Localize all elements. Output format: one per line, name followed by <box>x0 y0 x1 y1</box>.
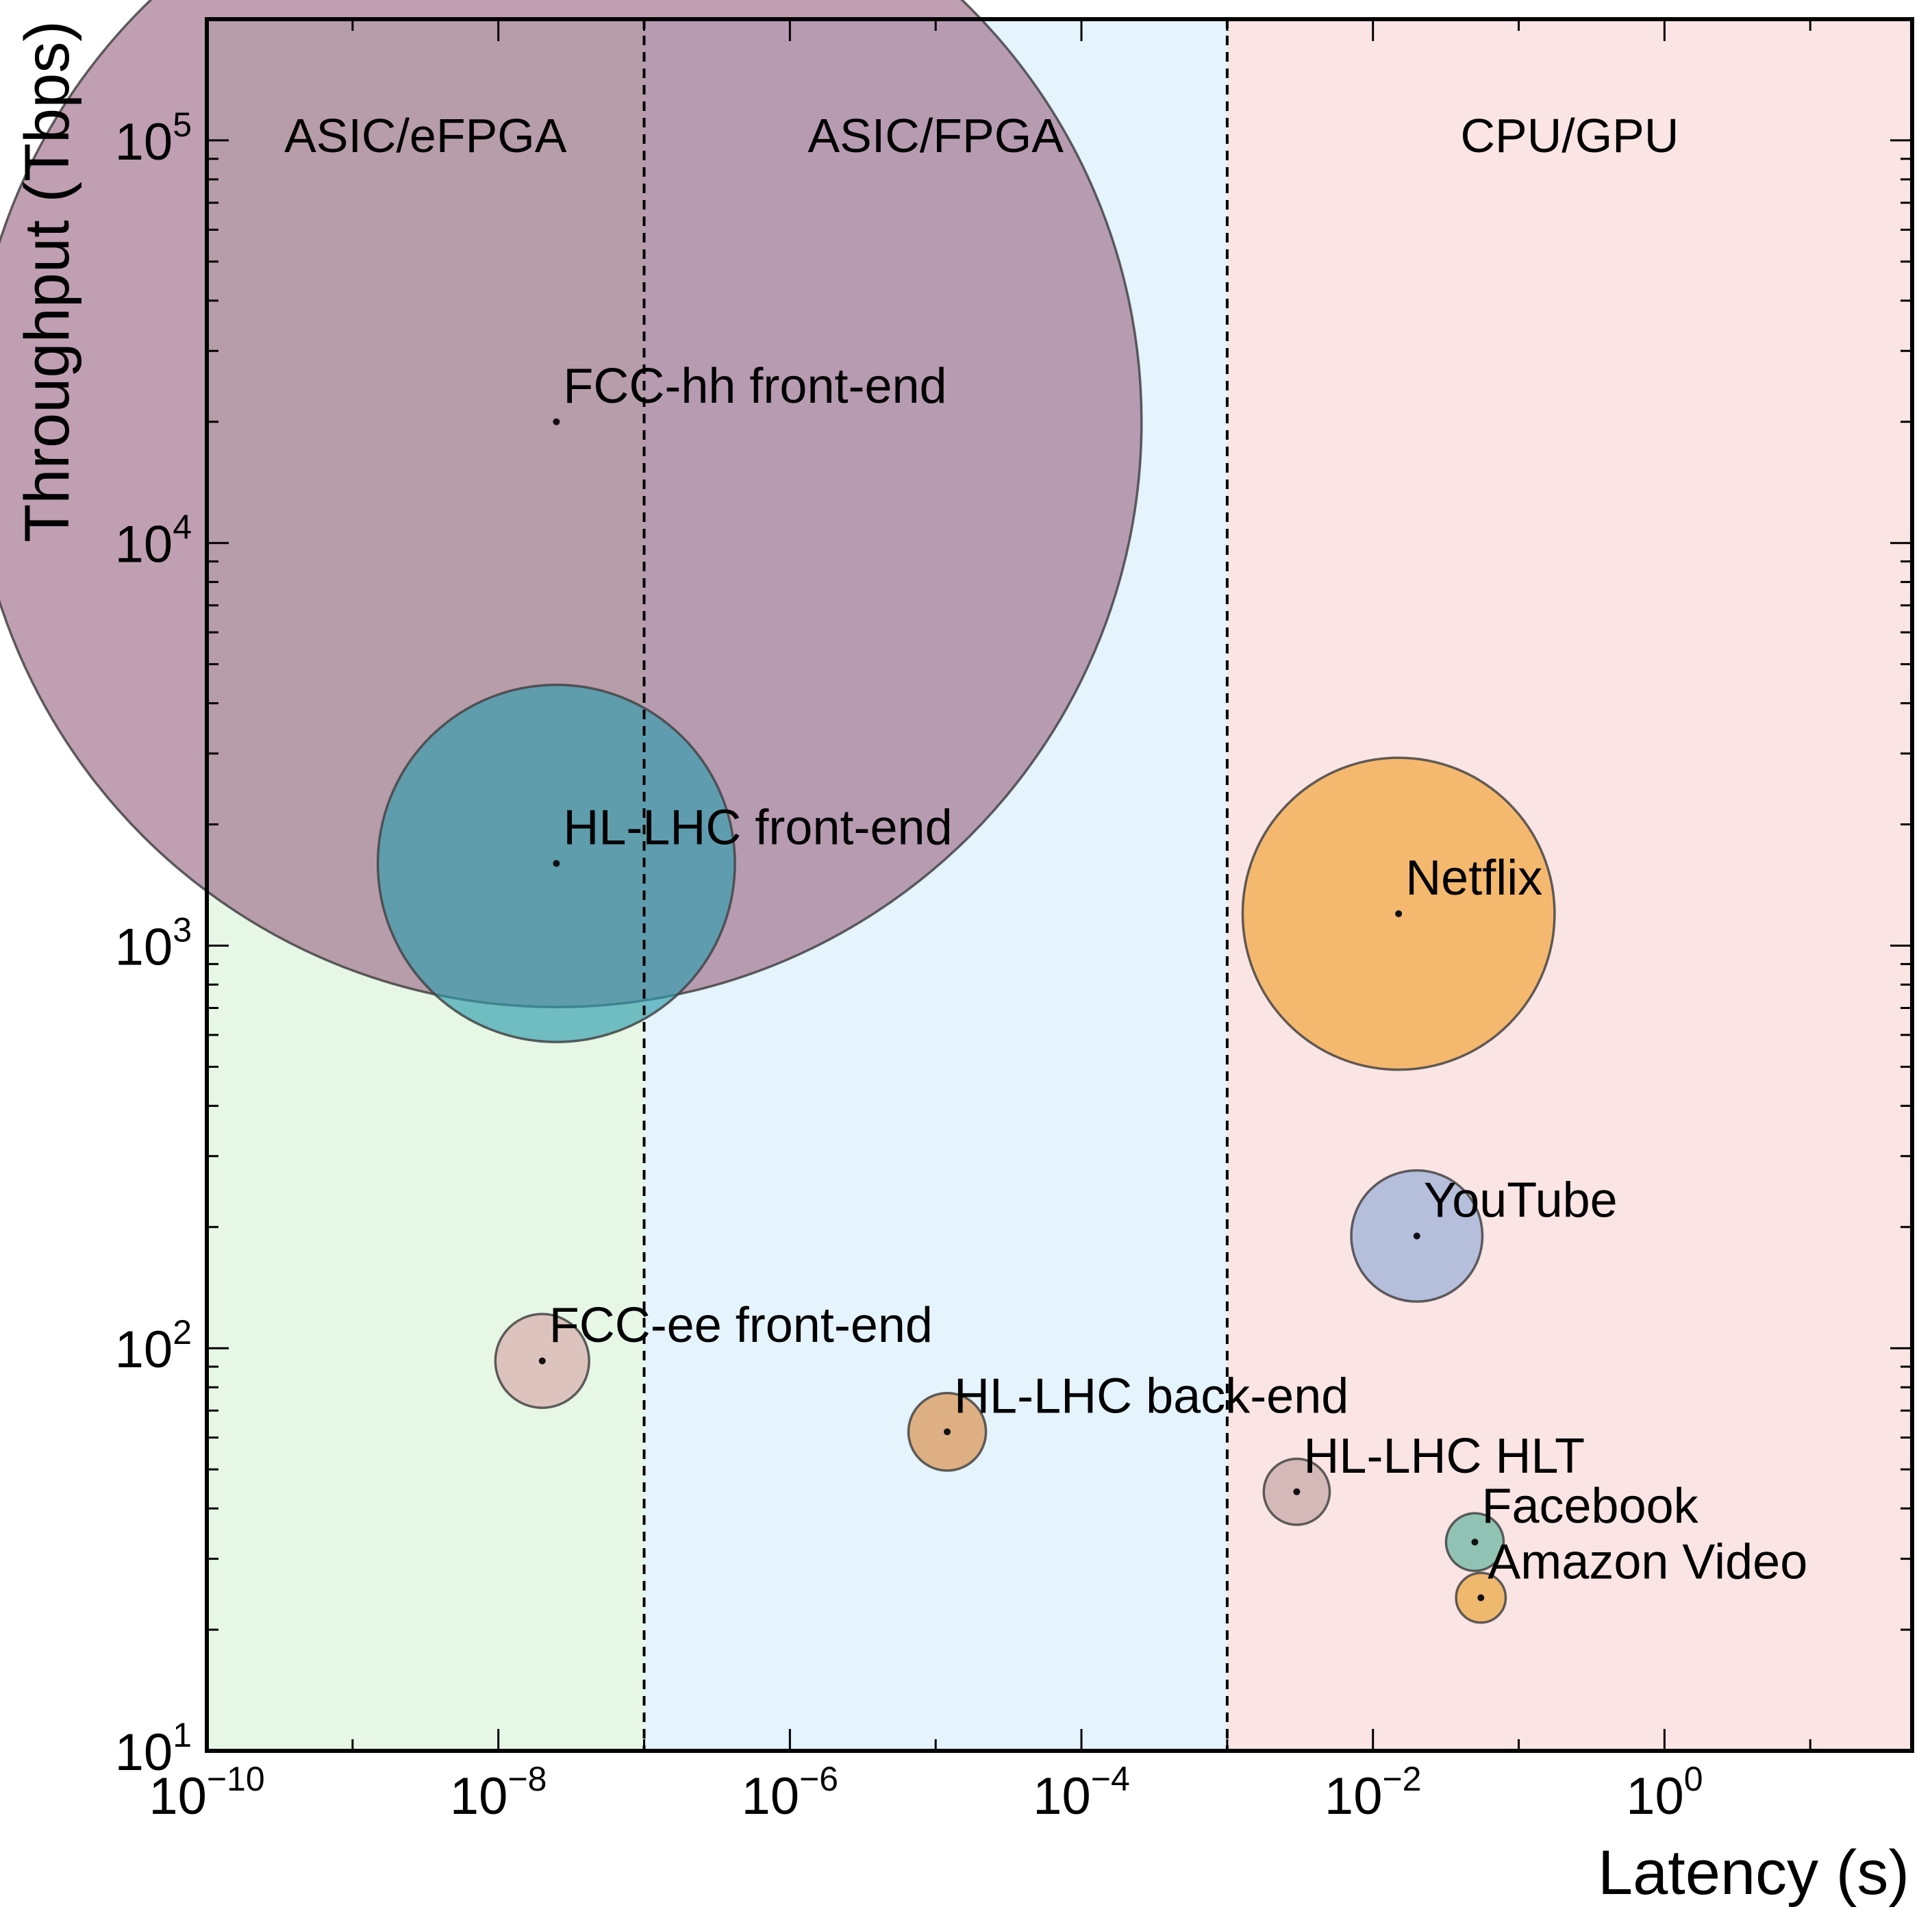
y-tick-label: 105 <box>115 105 192 171</box>
point-marker-hl-lhc-back-end <box>944 1428 951 1436</box>
point-marker-fcc-hh-front-end <box>553 418 560 425</box>
region-boundaries <box>642 19 1229 1751</box>
x-tick-label: 10−2 <box>1325 1760 1422 1826</box>
x-axis-title: Latency (s) <box>1598 1838 1909 1908</box>
point-label-fcc-ee-front-end: FCC-ee front-end <box>549 1298 933 1353</box>
point-label-amazon-video: Amazon Video <box>1488 1535 1807 1590</box>
y-tick-label: 103 <box>115 910 192 976</box>
region-label-cpu-gpu: CPU/GPU <box>1460 109 1679 162</box>
point-label-hl-lhc-hlt: HL-LHC HLT <box>1303 1429 1585 1484</box>
point-marker-youtube <box>1413 1232 1420 1240</box>
point-marker-hl-lhc-front-end <box>553 860 560 867</box>
point-marker-amazon-video <box>1477 1594 1485 1602</box>
point-label-hl-lhc-front-end: HL-LHC front-end <box>563 800 952 855</box>
x-tick-label: 10−6 <box>742 1760 839 1826</box>
y-tick-label: 101 <box>115 1716 192 1782</box>
x-tick-label: 10−10 <box>149 1760 264 1826</box>
point-marker-facebook <box>1471 1538 1479 1546</box>
point-marker-netflix <box>1395 910 1403 917</box>
plot-frame <box>205 17 1914 1753</box>
point-label-hl-lhc-back-end: HL-LHC back-end <box>954 1369 1348 1423</box>
point-marker-fcc-ee-front-end <box>538 1357 546 1365</box>
plot-border <box>205 17 1914 1753</box>
point-label-fcc-hh-front-end: FCC-hh front-end <box>563 359 946 414</box>
point-label-netflix: Netflix <box>1405 851 1542 906</box>
y-tick-label: 104 <box>115 508 192 574</box>
x-tick-label: 10−4 <box>1033 1760 1130 1826</box>
y-axis-title: Throughput (Tbps) <box>12 21 82 543</box>
point-marker-hl-lhc-hlt <box>1293 1488 1301 1495</box>
x-tick-label: 100 <box>1626 1760 1703 1826</box>
region-label-asic-efpga: ASIC/eFPGA <box>284 109 567 162</box>
point-label-youtube: YouTube <box>1424 1173 1618 1228</box>
data-bubbles <box>0 0 1556 1624</box>
chart-labels: ASIC/eFPGA ASIC/FPGA CPU/GPU FCC-hh front-e… <box>284 109 1807 1590</box>
region-label-asic-fpga: ASIC/FPGA <box>807 109 1064 162</box>
axis-ticks: 10−10 10−8 10−6 10−4 10−2 100 101 102 103 104 105 <box>115 19 1912 1826</box>
x-tick-label: 10−8 <box>450 1760 547 1826</box>
point-label-facebook: Facebook <box>1481 1479 1698 1534</box>
y-tick-label: 102 <box>115 1313 192 1379</box>
